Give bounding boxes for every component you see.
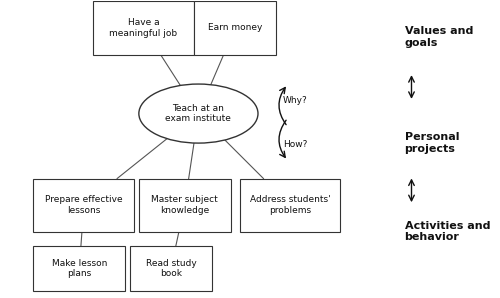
Text: Make lesson
plans: Make lesson plans — [52, 259, 107, 278]
Text: Read study
book: Read study book — [146, 259, 196, 278]
FancyBboxPatch shape — [34, 179, 134, 232]
Text: Have a
meaningful job: Have a meaningful job — [110, 18, 178, 38]
FancyBboxPatch shape — [194, 1, 276, 55]
FancyBboxPatch shape — [130, 246, 212, 291]
FancyBboxPatch shape — [34, 246, 125, 291]
Text: Prepare effective
lessons: Prepare effective lessons — [45, 195, 122, 215]
Text: Values and
goals: Values and goals — [404, 26, 473, 48]
Text: Personal
projects: Personal projects — [404, 132, 459, 154]
Text: Why?: Why? — [283, 96, 308, 105]
Text: Activities and
behavior: Activities and behavior — [404, 221, 490, 243]
Ellipse shape — [139, 84, 258, 143]
Text: Teach at an
exam institute: Teach at an exam institute — [166, 104, 232, 123]
Text: How?: How? — [283, 140, 308, 149]
FancyBboxPatch shape — [240, 179, 340, 232]
FancyBboxPatch shape — [139, 179, 230, 232]
FancyBboxPatch shape — [93, 1, 194, 55]
Text: Address students'
problems: Address students' problems — [250, 195, 330, 215]
Text: Earn money: Earn money — [208, 24, 262, 32]
Text: Master subject
knowledge: Master subject knowledge — [152, 195, 218, 215]
